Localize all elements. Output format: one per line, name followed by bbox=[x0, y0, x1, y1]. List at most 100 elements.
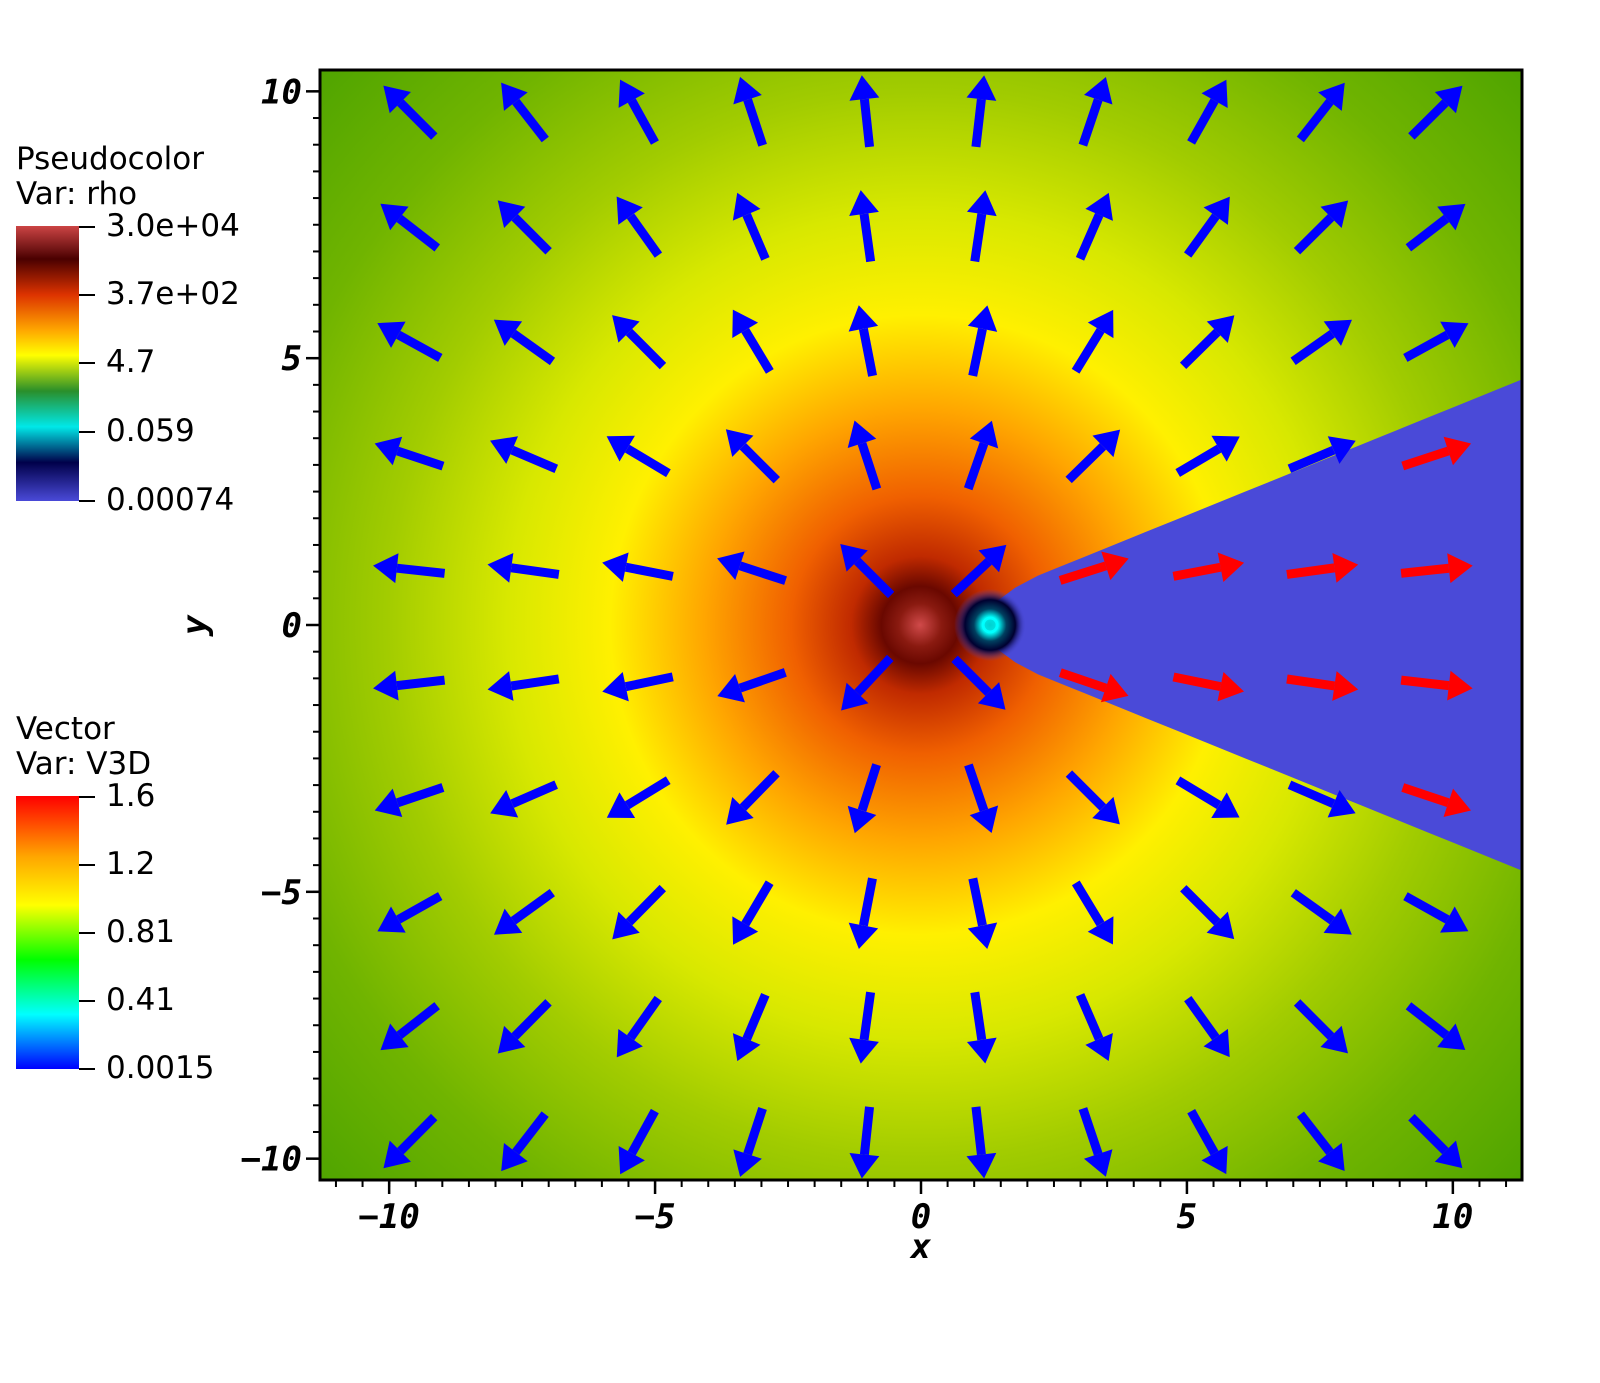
arrow-head bbox=[1085, 1032, 1113, 1061]
arrow-shaft bbox=[396, 330, 443, 362]
arrow-head bbox=[1440, 321, 1469, 348]
vector-arrow-red bbox=[1058, 668, 1129, 703]
arrow-head bbox=[1434, 1140, 1463, 1169]
plot-area bbox=[320, 70, 1522, 1180]
secondary-source-ring bbox=[981, 616, 999, 634]
vector-arrow bbox=[841, 654, 894, 711]
arrow-shaft bbox=[1071, 880, 1105, 927]
arrow-head bbox=[725, 429, 754, 457]
arrow-head bbox=[966, 190, 997, 217]
vector-arrow bbox=[1065, 429, 1121, 484]
pseudocolor-label-3: 0.059 bbox=[106, 413, 195, 449]
arrow-shaft bbox=[859, 877, 877, 927]
vector-arrow bbox=[1290, 889, 1352, 935]
arrow-head bbox=[612, 315, 640, 343]
vector-arrow bbox=[497, 200, 552, 255]
pseudocolor-label-1: 3.7e+02 bbox=[106, 276, 240, 312]
vector-arrow-red bbox=[1172, 671, 1245, 702]
arrow-head bbox=[717, 551, 745, 581]
arrow-head bbox=[1217, 552, 1245, 582]
arrow-head bbox=[1101, 551, 1129, 581]
vector-tick-3 bbox=[79, 1000, 95, 1002]
arrow-head bbox=[383, 1140, 412, 1169]
arrow-shaft bbox=[857, 763, 881, 812]
arrow-head bbox=[1206, 911, 1235, 940]
pseudocolor-colorbar bbox=[16, 226, 79, 501]
vector-arrow bbox=[849, 190, 879, 263]
arrow-shaft bbox=[1293, 214, 1335, 255]
vector-arrow bbox=[377, 892, 443, 933]
arrow-shaft bbox=[510, 674, 560, 691]
major-ticks bbox=[306, 90, 1455, 1194]
x-tick-label: 0 bbox=[911, 1197, 931, 1237]
arrow-head bbox=[1447, 670, 1473, 701]
arrow-shaft bbox=[1058, 668, 1108, 693]
vector-arrow bbox=[383, 85, 438, 140]
arrow-head bbox=[602, 552, 629, 582]
arrow-shaft bbox=[858, 327, 877, 377]
arrow-head bbox=[732, 1033, 761, 1062]
arrow-head bbox=[1437, 203, 1466, 231]
arrow-shaft bbox=[743, 98, 767, 147]
vector-arrow-red bbox=[1401, 783, 1472, 818]
vector-arrow bbox=[380, 1002, 440, 1051]
vector-arrow bbox=[1296, 1111, 1345, 1172]
arrow-head bbox=[374, 788, 403, 818]
arrow-shaft bbox=[625, 884, 666, 926]
arrow-head bbox=[1443, 436, 1472, 466]
arrow-shaft bbox=[626, 995, 662, 1041]
vector-arrow bbox=[950, 544, 1007, 598]
arrow-head bbox=[1201, 79, 1228, 108]
arrow-shaft bbox=[624, 444, 671, 478]
arrow-shaft bbox=[397, 1113, 438, 1155]
vector-arrow bbox=[1175, 776, 1240, 819]
vector-arrow bbox=[967, 305, 998, 377]
y-tick-label: 10 bbox=[261, 72, 302, 112]
arrow-shaft bbox=[396, 446, 445, 471]
arrow-head bbox=[849, 190, 879, 217]
arrow-shaft bbox=[859, 1106, 874, 1156]
vector-label-2: 0.81 bbox=[106, 914, 176, 950]
vector-arrow bbox=[1187, 79, 1228, 145]
arrow-shaft bbox=[396, 892, 443, 924]
arrow-shaft bbox=[512, 98, 549, 143]
arrow-head bbox=[1092, 796, 1120, 825]
pseudocolor-tick-4 bbox=[79, 500, 95, 502]
arrow-shaft bbox=[739, 770, 780, 811]
arrow-shaft bbox=[511, 214, 552, 255]
vector-arrow-red bbox=[1401, 436, 1472, 471]
arrow-head bbox=[1211, 792, 1240, 819]
arrow-head bbox=[1087, 309, 1114, 339]
arrow-shaft bbox=[1065, 770, 1107, 811]
arrow-shaft bbox=[1290, 889, 1335, 925]
arrow-head bbox=[1083, 1149, 1113, 1177]
arrow-shaft bbox=[968, 877, 987, 927]
arrow-head bbox=[717, 674, 745, 703]
arrow-head bbox=[373, 670, 399, 701]
arrow-shaft bbox=[1058, 561, 1108, 585]
arrow-head bbox=[848, 922, 879, 950]
arrow-head bbox=[1206, 315, 1235, 343]
y-axis-label: y bbox=[175, 614, 215, 637]
vector-arrow bbox=[1287, 436, 1356, 473]
arrow-shaft bbox=[970, 991, 987, 1041]
arrow-head bbox=[966, 1037, 997, 1064]
vector-arrow bbox=[966, 75, 997, 148]
tick-labels: −10 −5 0 5 10 −10 −5 0 5 10 bbox=[241, 72, 1474, 1237]
arrow-shaft bbox=[396, 214, 441, 252]
vector-arrow bbox=[1071, 880, 1114, 945]
vector-arrow bbox=[493, 888, 555, 935]
arrow-head bbox=[977, 682, 1006, 710]
x-tick-label: 5 bbox=[1177, 1197, 1197, 1237]
arrow-shaft bbox=[624, 672, 674, 692]
arrow-shaft bbox=[739, 443, 780, 484]
vector-arrow-red bbox=[1400, 553, 1473, 584]
vector-arrow bbox=[849, 1106, 880, 1179]
arrow-head bbox=[1323, 319, 1352, 346]
vector-tick-4 bbox=[79, 1068, 95, 1070]
arrow-head bbox=[490, 436, 519, 464]
pseudocolor-tick-2 bbox=[79, 362, 95, 364]
vector-arrow bbox=[848, 305, 879, 377]
arrow-head bbox=[1087, 916, 1114, 945]
arrow-head bbox=[1318, 1142, 1345, 1172]
